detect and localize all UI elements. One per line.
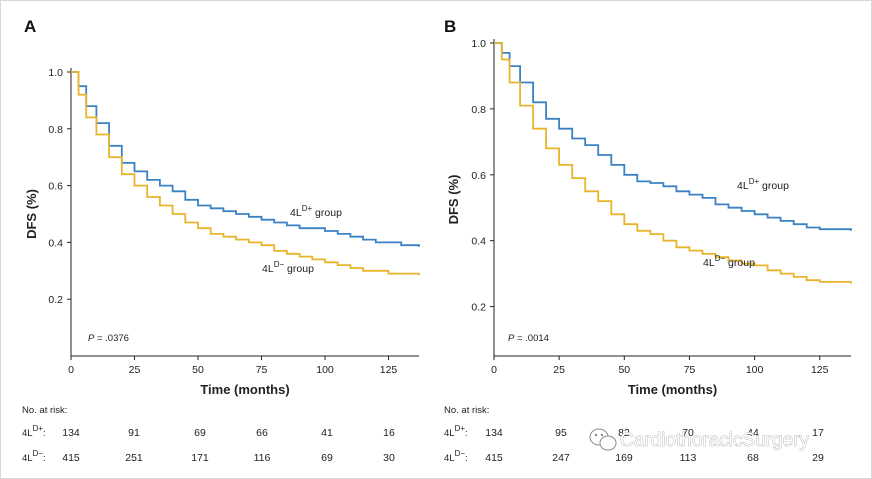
at-risk-value: 415 [62,452,80,464]
x-tick-label: 125 [380,364,398,376]
x-tick-label: 125 [811,364,829,376]
y-tick-label: 0.4 [471,236,486,248]
at-risk-value: 91 [128,427,140,439]
at-risk-value: 247 [552,452,570,464]
at-risk-value: 69 [321,452,333,464]
panel-b-chart: 0.2 0.4 0.6 0.8 1.0 0 25 50 75 100 125 DFS (%) Time … [444,38,852,464]
at-risk-value: 82 [618,427,630,439]
y-tick-label: 0.2 [471,302,486,314]
p-value: P = .0376 [88,333,129,344]
at-risk-title: No. at risk: [22,405,67,416]
at-risk-value: 66 [256,427,268,439]
x-tick-label: 0 [68,364,74,376]
y-tick-label: 0.6 [471,170,486,182]
at-risk-row-label: 4LD−: [444,449,468,464]
at-risk-value: 70 [682,427,694,439]
at-risk-row-label: 4LD−: [22,449,46,464]
series-dminus-curve [71,71,420,276]
p-value: P = .0014 [508,333,549,344]
series-dminus-curve [494,42,852,284]
y-tick-label: 0.6 [48,181,63,193]
at-risk-value: 16 [383,427,395,439]
at-risk-value: 29 [812,452,824,464]
group-label-dplus: 4LD+ group [290,204,342,219]
at-risk-value: 17 [812,427,824,439]
group-label-dplus: 4LD+ group [737,177,789,192]
y-tick-label: 1.0 [48,67,63,79]
x-tick-label: 50 [192,364,204,376]
y-axis-label: DFS (%) [24,189,39,239]
at-risk-value: 134 [485,427,503,439]
series-dplus-curve [71,71,420,247]
x-tick-label: 75 [256,364,268,376]
wechat-icon [589,428,617,451]
y-tick-label: 0.4 [48,237,63,249]
x-tick-label: 100 [316,364,334,376]
at-risk-value: 415 [485,452,503,464]
series-dplus-curve [494,42,852,231]
at-risk-value: 113 [680,452,697,464]
at-risk-row-label: 4LD+: [444,424,468,439]
at-risk-value: 95 [555,427,567,439]
at-risk-value: 169 [615,452,633,464]
at-risk-value: 44 [747,427,759,439]
x-tick-label: 0 [491,364,497,376]
x-tick-label: 25 [129,364,141,376]
x-tick-label: 75 [684,364,696,376]
at-risk-value: 41 [321,427,333,439]
x-axis-label: Time (months) [200,382,289,397]
at-risk-title: No. at risk: [444,405,489,416]
group-label-dminus: 4LD− group [262,260,314,275]
y-tick-label: 0.8 [471,104,486,116]
at-risk-value: 171 [191,452,209,464]
at-risk-value: 68 [747,452,759,464]
at-risk-value: 116 [254,452,271,464]
at-risk-row-label: 4LD+: [22,424,46,439]
watermark: CardiothoracicSurgery [589,428,810,451]
x-tick-label: 50 [618,364,630,376]
watermark-text: CardiothoracicSurgery [620,430,810,451]
x-tick-label: 100 [746,364,764,376]
at-risk-value: 69 [194,427,206,439]
group-label-dminus: 4LD− group [703,254,755,269]
panel-b-letter: B [444,17,456,36]
y-tick-label: 1.0 [471,38,486,50]
y-axis-label: DFS (%) [446,175,461,225]
x-axis-label: Time (months) [628,382,717,397]
panel-a-chart: 0.2 0.4 0.6 0.8 1.0 0 25 50 75 100 125 DFS (%) Time … [22,67,420,464]
at-risk-value: 134 [62,427,80,439]
y-tick-label: 0.2 [48,294,63,306]
at-risk-value: 251 [125,452,143,464]
y-tick-label: 0.8 [48,124,63,136]
x-tick-label: 25 [553,364,565,376]
at-risk-value: 30 [383,452,395,464]
panel-a-letter: A [24,17,36,36]
